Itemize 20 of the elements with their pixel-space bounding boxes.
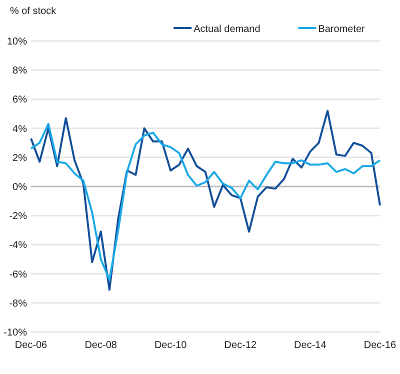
- y-axis-title: % of stock: [10, 6, 58, 17]
- x-tick-label: Dec-16: [364, 340, 397, 351]
- legend-label: Actual demand: [194, 24, 260, 35]
- y-tick-label: 6%: [12, 94, 28, 106]
- y-tick-label: -10%: [4, 328, 28, 338]
- y-tick-label: -2%: [9, 211, 28, 222]
- x-tick-label: Dec-10: [154, 340, 188, 351]
- y-tick-label: -8%: [9, 298, 28, 310]
- y-tick-label: -4%: [9, 240, 28, 252]
- x-tick-label: Dec-14: [294, 340, 327, 351]
- y-tick-label: 8%: [12, 66, 28, 77]
- y-tick-label: -6%: [9, 269, 28, 280]
- y-tick-label: 10%: [6, 36, 28, 48]
- y-tick-label: 2%: [12, 152, 28, 164]
- x-tick-label: Dec-06: [14, 340, 48, 351]
- y-tick-label: 4%: [12, 124, 28, 135]
- x-tick-label: Dec-12: [224, 340, 257, 351]
- y-tick-label: 0%: [12, 182, 28, 193]
- x-tick-label: Dec-08: [84, 340, 118, 351]
- legend-label: Barometer: [318, 24, 366, 35]
